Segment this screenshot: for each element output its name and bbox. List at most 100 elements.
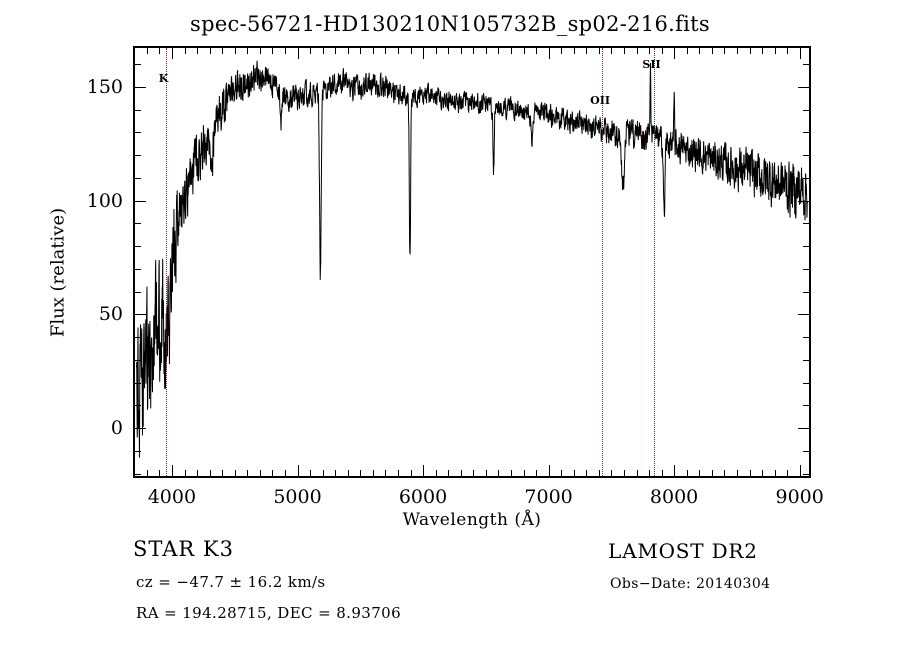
x-axis-tick — [661, 48, 663, 54]
x-axis-tick — [259, 48, 261, 54]
x-axis-tick — [297, 48, 299, 59]
y-axis-tick — [803, 177, 809, 179]
x-axis-tick — [611, 470, 613, 476]
x-axis-tick — [548, 48, 550, 59]
x-axis-tick — [397, 48, 399, 54]
x-axis-tick — [510, 470, 512, 476]
y-axis-tick — [135, 64, 141, 66]
x-axis-tick — [774, 48, 776, 54]
x-axis-tick — [485, 470, 487, 476]
x-axis-tick — [360, 470, 362, 476]
x-axis-tick — [410, 48, 412, 54]
x-tick-label: 8000 — [649, 486, 699, 508]
x-axis-tick — [297, 465, 299, 476]
x-axis-tick — [762, 48, 763, 54]
y-axis-tick — [135, 223, 141, 225]
y-axis-tick — [803, 291, 809, 293]
y-axis-tick — [803, 382, 809, 384]
x-axis-tick — [134, 48, 136, 54]
x-axis-tick — [435, 48, 437, 54]
x-axis-tick — [674, 48, 676, 59]
x-axis-tick — [636, 470, 638, 476]
y-axis-tick — [803, 64, 809, 66]
x-axis-tick — [134, 470, 136, 476]
x-axis-tick — [762, 470, 763, 476]
x-axis-tick — [385, 48, 387, 54]
obs-date-text: Obs−Date: 20140304 — [610, 576, 771, 592]
spectrum-curve — [135, 48, 809, 476]
x-axis-tick — [171, 48, 173, 59]
y-axis-tick — [798, 314, 809, 316]
x-axis-tick — [498, 470, 500, 476]
y-axis-tick — [135, 109, 141, 111]
x-tick-label: 5000 — [273, 486, 322, 508]
x-axis-tick — [322, 470, 324, 476]
y-axis-tick — [135, 155, 141, 157]
y-axis-tick — [803, 223, 809, 225]
x-axis-tick — [284, 470, 286, 476]
y-axis-tick — [798, 86, 809, 88]
x-axis-tick — [397, 470, 399, 476]
x-axis-tick — [310, 48, 311, 54]
x-axis-tick — [159, 48, 161, 54]
x-axis-tick — [197, 470, 198, 476]
x-axis-tick — [209, 48, 211, 54]
x-axis-tick — [573, 470, 575, 476]
x-axis-tick — [724, 48, 726, 54]
x-axis-tick — [736, 48, 738, 54]
y-axis-tick — [803, 268, 809, 270]
x-axis-tick — [661, 470, 663, 476]
x-axis-tick — [548, 465, 550, 476]
x-axis-tick — [523, 470, 525, 476]
x-axis-tick — [360, 48, 362, 54]
x-axis-tick — [335, 470, 337, 476]
x-axis-tick — [146, 48, 148, 54]
y-axis-tick — [135, 200, 146, 202]
x-axis-tick — [247, 470, 249, 476]
x-axis-tick — [222, 48, 224, 54]
y-axis-tick — [135, 246, 141, 248]
y-tick-label: 100 — [86, 189, 123, 212]
x-axis-tick — [159, 470, 161, 476]
x-axis-tick — [272, 470, 274, 476]
x-axis-tick — [171, 465, 173, 476]
x-axis-tick — [410, 470, 412, 476]
x-axis-tick — [598, 48, 600, 54]
x-axis-tick — [774, 470, 776, 476]
x-axis-tick — [586, 48, 588, 54]
line-label-oii: OII — [590, 94, 611, 107]
x-axis-tick — [335, 48, 337, 54]
x-axis-tick — [561, 470, 563, 476]
y-axis-tick — [135, 177, 141, 179]
x-axis-tick — [435, 470, 437, 476]
x-axis-tick — [234, 470, 236, 476]
x-axis-tick — [347, 48, 349, 54]
x-axis-tick — [385, 470, 387, 476]
x-axis-tick — [799, 465, 801, 476]
redshift-text: cz = −47.7 ± 16.2 km/s — [136, 573, 326, 591]
x-axis-tick — [485, 48, 487, 54]
y-axis-tick — [135, 428, 146, 429]
plot-area — [133, 46, 811, 478]
x-axis-tick — [347, 470, 349, 476]
x-tick-label: 9000 — [775, 486, 824, 508]
x-axis-tick — [372, 48, 374, 54]
y-axis-tick — [135, 291, 141, 293]
x-axis-tick — [272, 48, 274, 54]
x-tick-label: 4000 — [147, 486, 197, 508]
x-axis-tick — [460, 48, 462, 54]
x-axis-tick — [536, 48, 537, 54]
y-tick-label: 150 — [86, 75, 123, 98]
y-axis-tick — [803, 155, 809, 157]
x-axis-tick — [686, 48, 688, 54]
y-axis-tick — [803, 109, 809, 111]
x-axis-tick — [649, 470, 650, 476]
y-axis-tick — [135, 268, 141, 270]
x-axis-tick — [799, 48, 801, 59]
y-axis-tick — [798, 428, 809, 429]
y-axis-tick — [803, 473, 809, 475]
x-axis-label: Wavelength (Å) — [402, 510, 542, 530]
coordinates-text: RA = 194.28715, DEC = 8.93706 — [136, 604, 402, 622]
y-axis-tick — [803, 450, 809, 452]
